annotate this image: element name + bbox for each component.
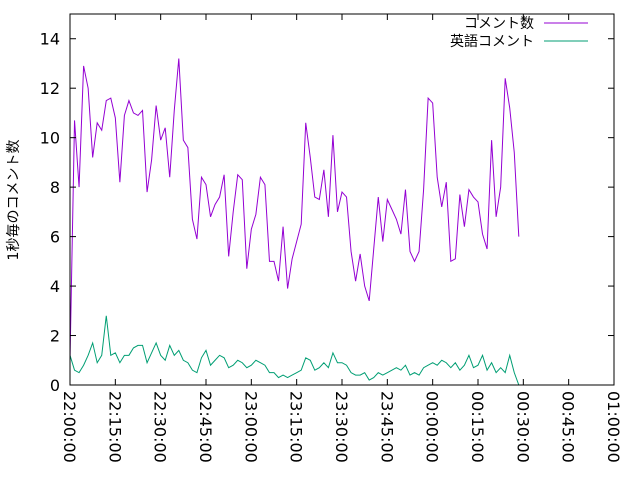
x-tick-label: 23:15:00	[287, 391, 306, 463]
x-tick-label: 00:00:00	[423, 391, 442, 463]
y-tick-label: 0	[50, 376, 60, 395]
y-tick-label: 10	[40, 129, 60, 148]
y-tick-label: 8	[50, 178, 60, 197]
x-tick-label: 22:00:00	[60, 391, 79, 463]
x-tick-label: 00:30:00	[513, 391, 532, 463]
legend-label-comments: コメント数	[464, 16, 534, 32]
x-tick-label: 23:30:00	[332, 391, 351, 463]
plot-frame	[69, 13, 615, 386]
y-tick-label: 2	[50, 327, 60, 346]
x-tick-label: 01:00:00	[604, 391, 623, 463]
series-layer	[69, 58, 520, 386]
x-tick-label: 22:45:00	[196, 391, 215, 463]
y-tick-label: 14	[40, 30, 60, 49]
series-line-0	[69, 58, 520, 361]
legend: コメント数 英語コメント	[450, 16, 588, 50]
y-axis: 0 2 4 6 8 10 12 14	[40, 30, 614, 395]
y-axis-label: 1秒毎のコメント数	[6, 140, 22, 261]
legend-label-english: 英語コメント	[450, 33, 534, 50]
y-tick-label: 4	[50, 277, 60, 296]
x-tick-label: 23:45:00	[377, 391, 396, 463]
x-tick-label: 23:00:00	[241, 391, 260, 463]
x-tick-label: 00:15:00	[468, 391, 487, 463]
y-tick-label: 6	[50, 228, 60, 247]
x-tick-label: 22:15:00	[105, 391, 124, 463]
y-tick-label: 12	[40, 79, 60, 98]
series-line-1	[69, 315, 520, 386]
x-tick-label: 00:45:00	[559, 391, 578, 463]
x-axis: 22:00:00 22:15:00 22:30:00 22:45:00 23:00:00…	[60, 14, 623, 463]
x-tick-label: 22:30:00	[151, 391, 170, 463]
